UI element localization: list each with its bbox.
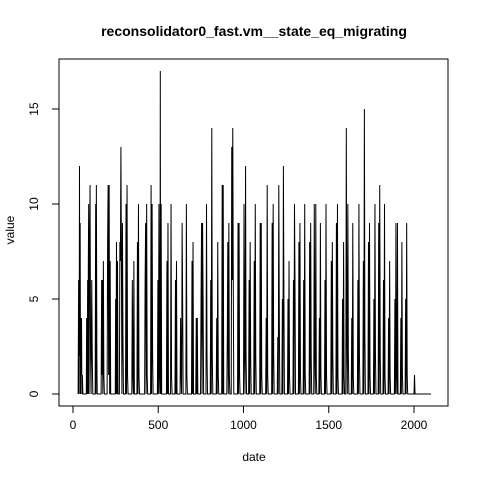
y-tick-label: 15 — [27, 102, 41, 116]
y-axis-label: value — [3, 215, 17, 244]
x-tick-label: 1500 — [315, 418, 342, 432]
x-tick-label: 1000 — [230, 418, 257, 432]
y-tick-label: 10 — [27, 197, 41, 211]
x-tick-label: 0 — [70, 418, 77, 432]
plot-area — [77, 70, 432, 395]
x-axis-label: date — [242, 450, 266, 464]
x-tick-label: 2000 — [401, 418, 428, 432]
y-tick-label: 5 — [27, 295, 41, 302]
x-tick-label: 500 — [148, 418, 168, 432]
axes: 0 500 1000 1500 2000 0 5 10 15 — [27, 58, 449, 432]
series-line-0 — [77, 70, 432, 395]
chart-title: reconsolidator0_fast.vm__state_eq_migrat… — [101, 23, 407, 39]
y-tick-label: 0 — [27, 390, 41, 397]
